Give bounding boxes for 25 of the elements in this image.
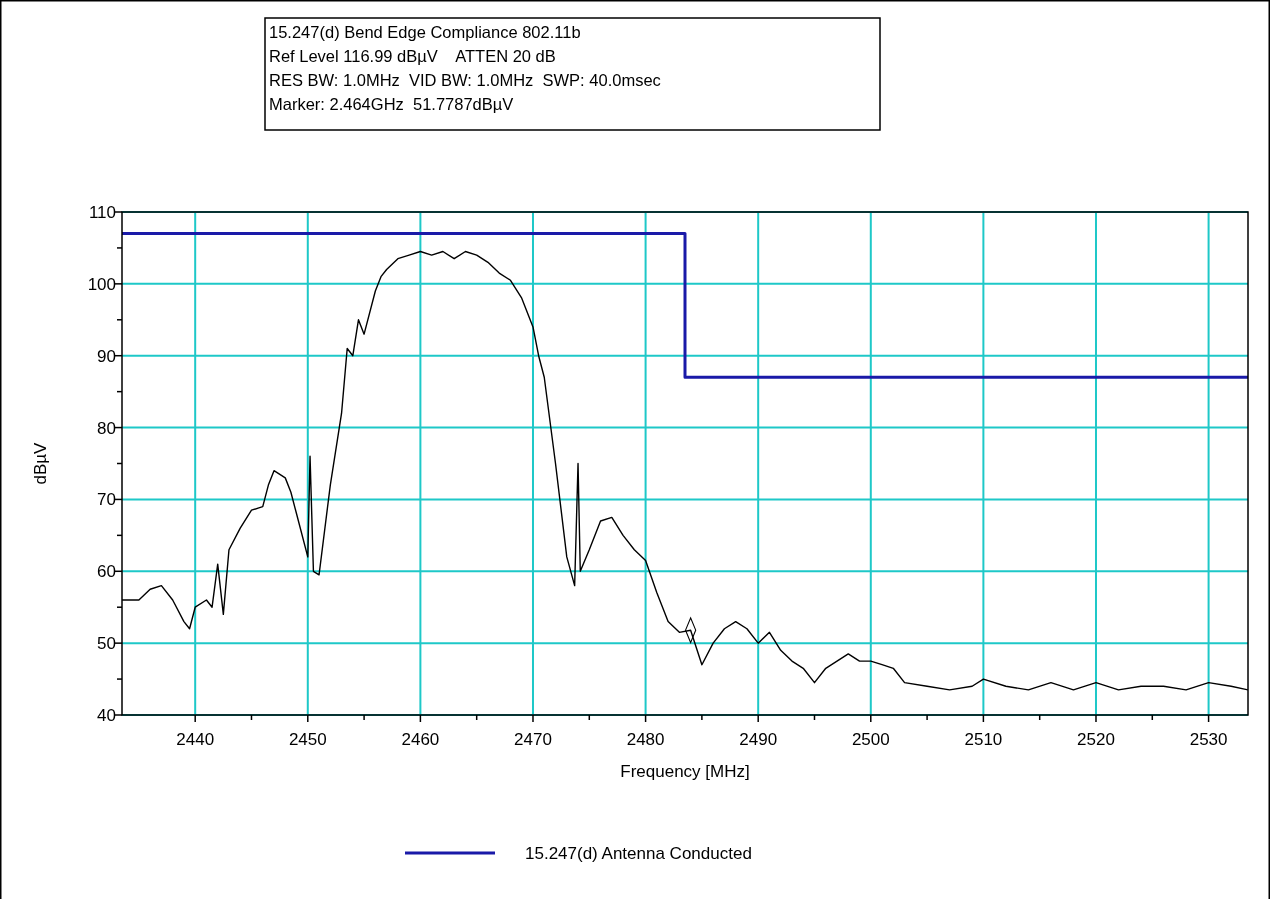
y-tick-label: 40 [97, 706, 116, 725]
chart-title: 15.247(d) Bend Edge Compliance 802.11b [269, 23, 581, 41]
x-tick-label: 2450 [288, 730, 327, 749]
x-tick-label: 2440 [176, 730, 215, 749]
x-tick-label: 2480 [626, 730, 665, 749]
x-tick-label: 2470 [514, 730, 552, 749]
text: RES BW: 1.0MHz VID BW: 1.0MHz SWP: 40.0msec [269, 71, 661, 89]
y-tick-label: 80 [97, 418, 116, 438]
text: 15.247(d) Antenna Conducted [525, 844, 752, 863]
x-tick-label: 2530 [1189, 730, 1228, 749]
y-tick-label: 70 [97, 490, 116, 510]
x-tick-label: 2460 [401, 730, 440, 749]
y-tick-label: 110 [88, 203, 116, 222]
x-tick-label: 2510 [964, 730, 1003, 749]
x-tick-label: 2520 [1077, 730, 1115, 749]
y-tick-label: 50 [97, 634, 116, 654]
x-tick-label: 2500 [851, 730, 890, 749]
x-axis-title: Frequency [MHz] [620, 762, 750, 781]
text: Ref Level 116.99 dBµV ATTEN 20 dB [269, 47, 556, 65]
y-tick-label: 90 [97, 346, 116, 366]
y-axis-title: dBµV [31, 441, 50, 485]
x-tick-label: 2490 [739, 730, 778, 749]
y-tick-label: 60 [97, 562, 116, 582]
text: Marker: 2.464GHz 51.7787dBµV [269, 95, 514, 113]
y-tick-label: 100 [87, 274, 116, 294]
